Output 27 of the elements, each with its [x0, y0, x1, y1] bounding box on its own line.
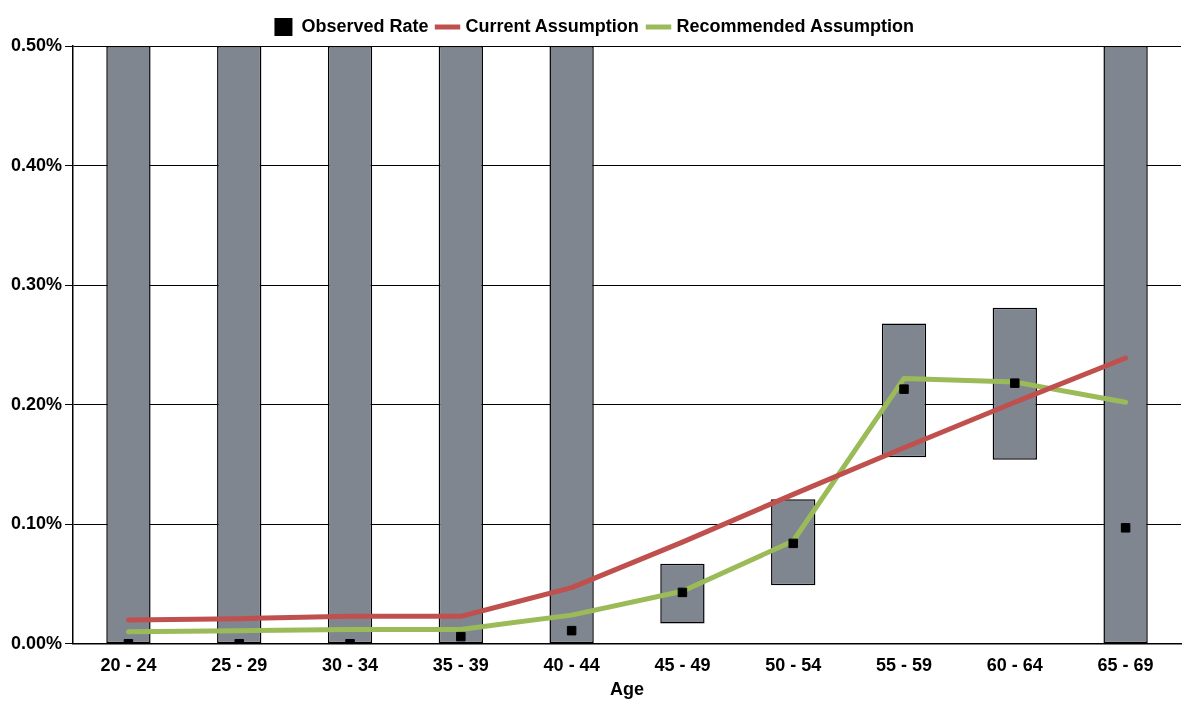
x-tick-label: 65 - 69 [1097, 654, 1154, 675]
point [456, 631, 466, 642]
y-tick-label: 0.30% [10, 274, 63, 295]
x-tick-label: 20 - 24 [100, 654, 157, 675]
point [1120, 523, 1131, 533]
point [899, 384, 909, 394]
x-tick-label: 35 - 39 [432, 654, 489, 675]
y-tick-label: 0.50% [10, 34, 63, 55]
y-tick-label: 0.20% [10, 393, 63, 414]
point [1010, 378, 1020, 388]
point [788, 538, 798, 549]
legend-label: Observed Rate [301, 15, 429, 36]
x-tick-label: 45 - 49 [654, 654, 711, 675]
x-tick-label: 30 - 34 [322, 654, 379, 675]
x-tick-label: 25 - 29 [211, 654, 268, 675]
point [677, 587, 688, 598]
legend-label: Recommended Assumption [676, 15, 914, 36]
x-tick-label: 50 - 54 [765, 654, 822, 675]
x-tick-label: 60 - 64 [986, 654, 1043, 675]
y-tick-label: 0.00% [10, 632, 63, 653]
x-axis-title: Age [610, 679, 645, 700]
legend-label: Current Assumption [465, 15, 639, 36]
x-tick-label: 40 - 44 [543, 654, 600, 675]
point [566, 625, 577, 636]
y-tick-label: 0.40% [10, 154, 63, 175]
y-tick-label: 0.10% [10, 513, 63, 534]
x-tick-label: 55 - 59 [875, 654, 933, 675]
